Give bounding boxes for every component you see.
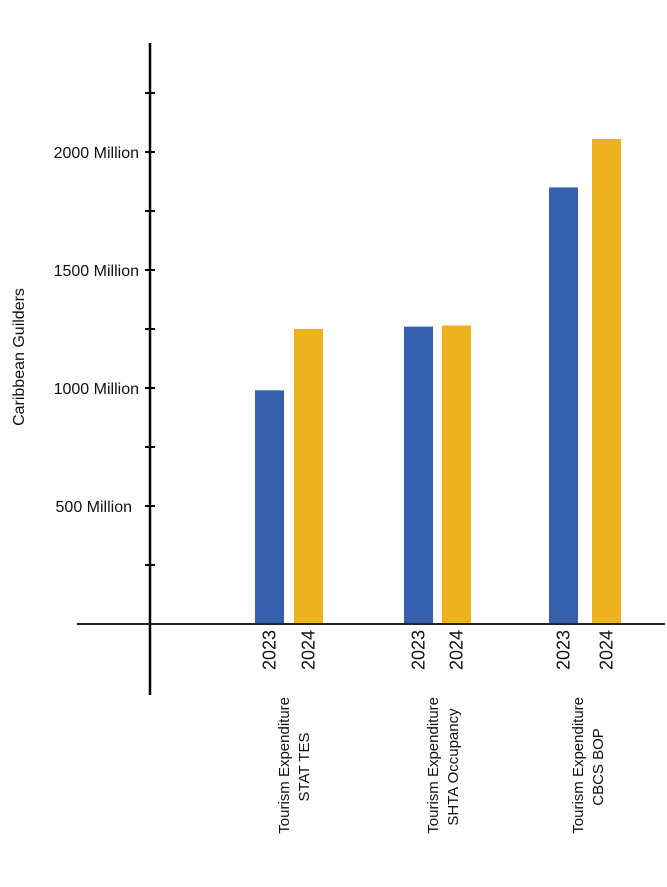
x-category-label-line1: Tourism Expenditure (276, 697, 293, 834)
y-tick-label: 2000 Million (54, 145, 139, 162)
y-axis-label: Caribbean Guilders (11, 288, 28, 426)
x-category-label-line2: STAT TES (296, 733, 313, 802)
x-category-label-line1: Tourism Expenditure (570, 697, 587, 834)
x-year-label: 2024 (597, 630, 617, 670)
bars-group (255, 139, 621, 624)
bar-2023-0 (255, 390, 284, 624)
bar-2024-1 (442, 325, 471, 624)
x-year-label: 2023 (260, 630, 280, 670)
x-year-label: 2023 (409, 630, 429, 670)
y-ticks-group (145, 92, 155, 566)
y-tick-label: 1500 Million (54, 263, 139, 280)
y-tick-label: 500 Million (56, 499, 132, 516)
y-tick-labels-group: 500 Million 1000 Million 1500 Million 2000 … (54, 145, 139, 516)
bar-2024-2 (592, 139, 621, 624)
x-year-label: 2024 (299, 630, 319, 670)
x-category-label-line1: Tourism Expenditure (425, 697, 442, 834)
x-category-label-line2: SHTA Occupancy (445, 708, 462, 826)
y-tick-label: 1000 Million (54, 381, 139, 398)
x-year-label: 2024 (447, 630, 467, 670)
x-year-label: 2023 (554, 630, 574, 670)
bar-2024-0 (294, 329, 323, 624)
bar-2023-1 (404, 326, 433, 624)
bar-2023-2 (549, 187, 578, 624)
x-category-label-line2: CBCS BOP (590, 728, 607, 806)
